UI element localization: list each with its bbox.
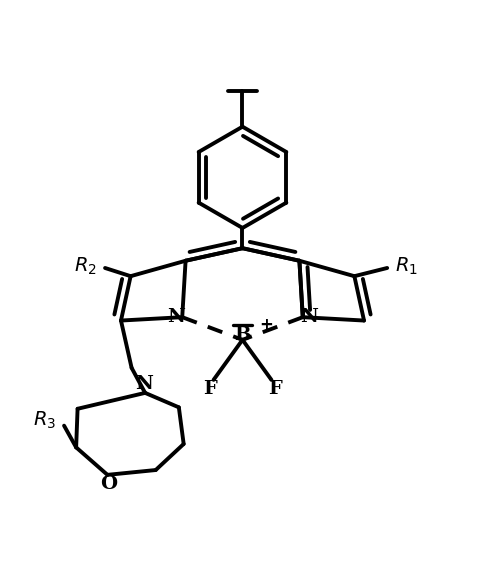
Text: F: F xyxy=(268,379,282,397)
Text: N: N xyxy=(167,308,185,326)
Text: +: + xyxy=(259,316,273,334)
Text: $R_3$: $R_3$ xyxy=(33,409,56,430)
Text: F: F xyxy=(202,379,216,397)
Text: $R_2$: $R_2$ xyxy=(74,256,97,277)
Text: N: N xyxy=(135,375,153,393)
Text: O: O xyxy=(100,475,117,493)
Text: N: N xyxy=(299,308,317,326)
Text: $R_1$: $R_1$ xyxy=(394,256,417,277)
Text: B: B xyxy=(234,326,250,344)
